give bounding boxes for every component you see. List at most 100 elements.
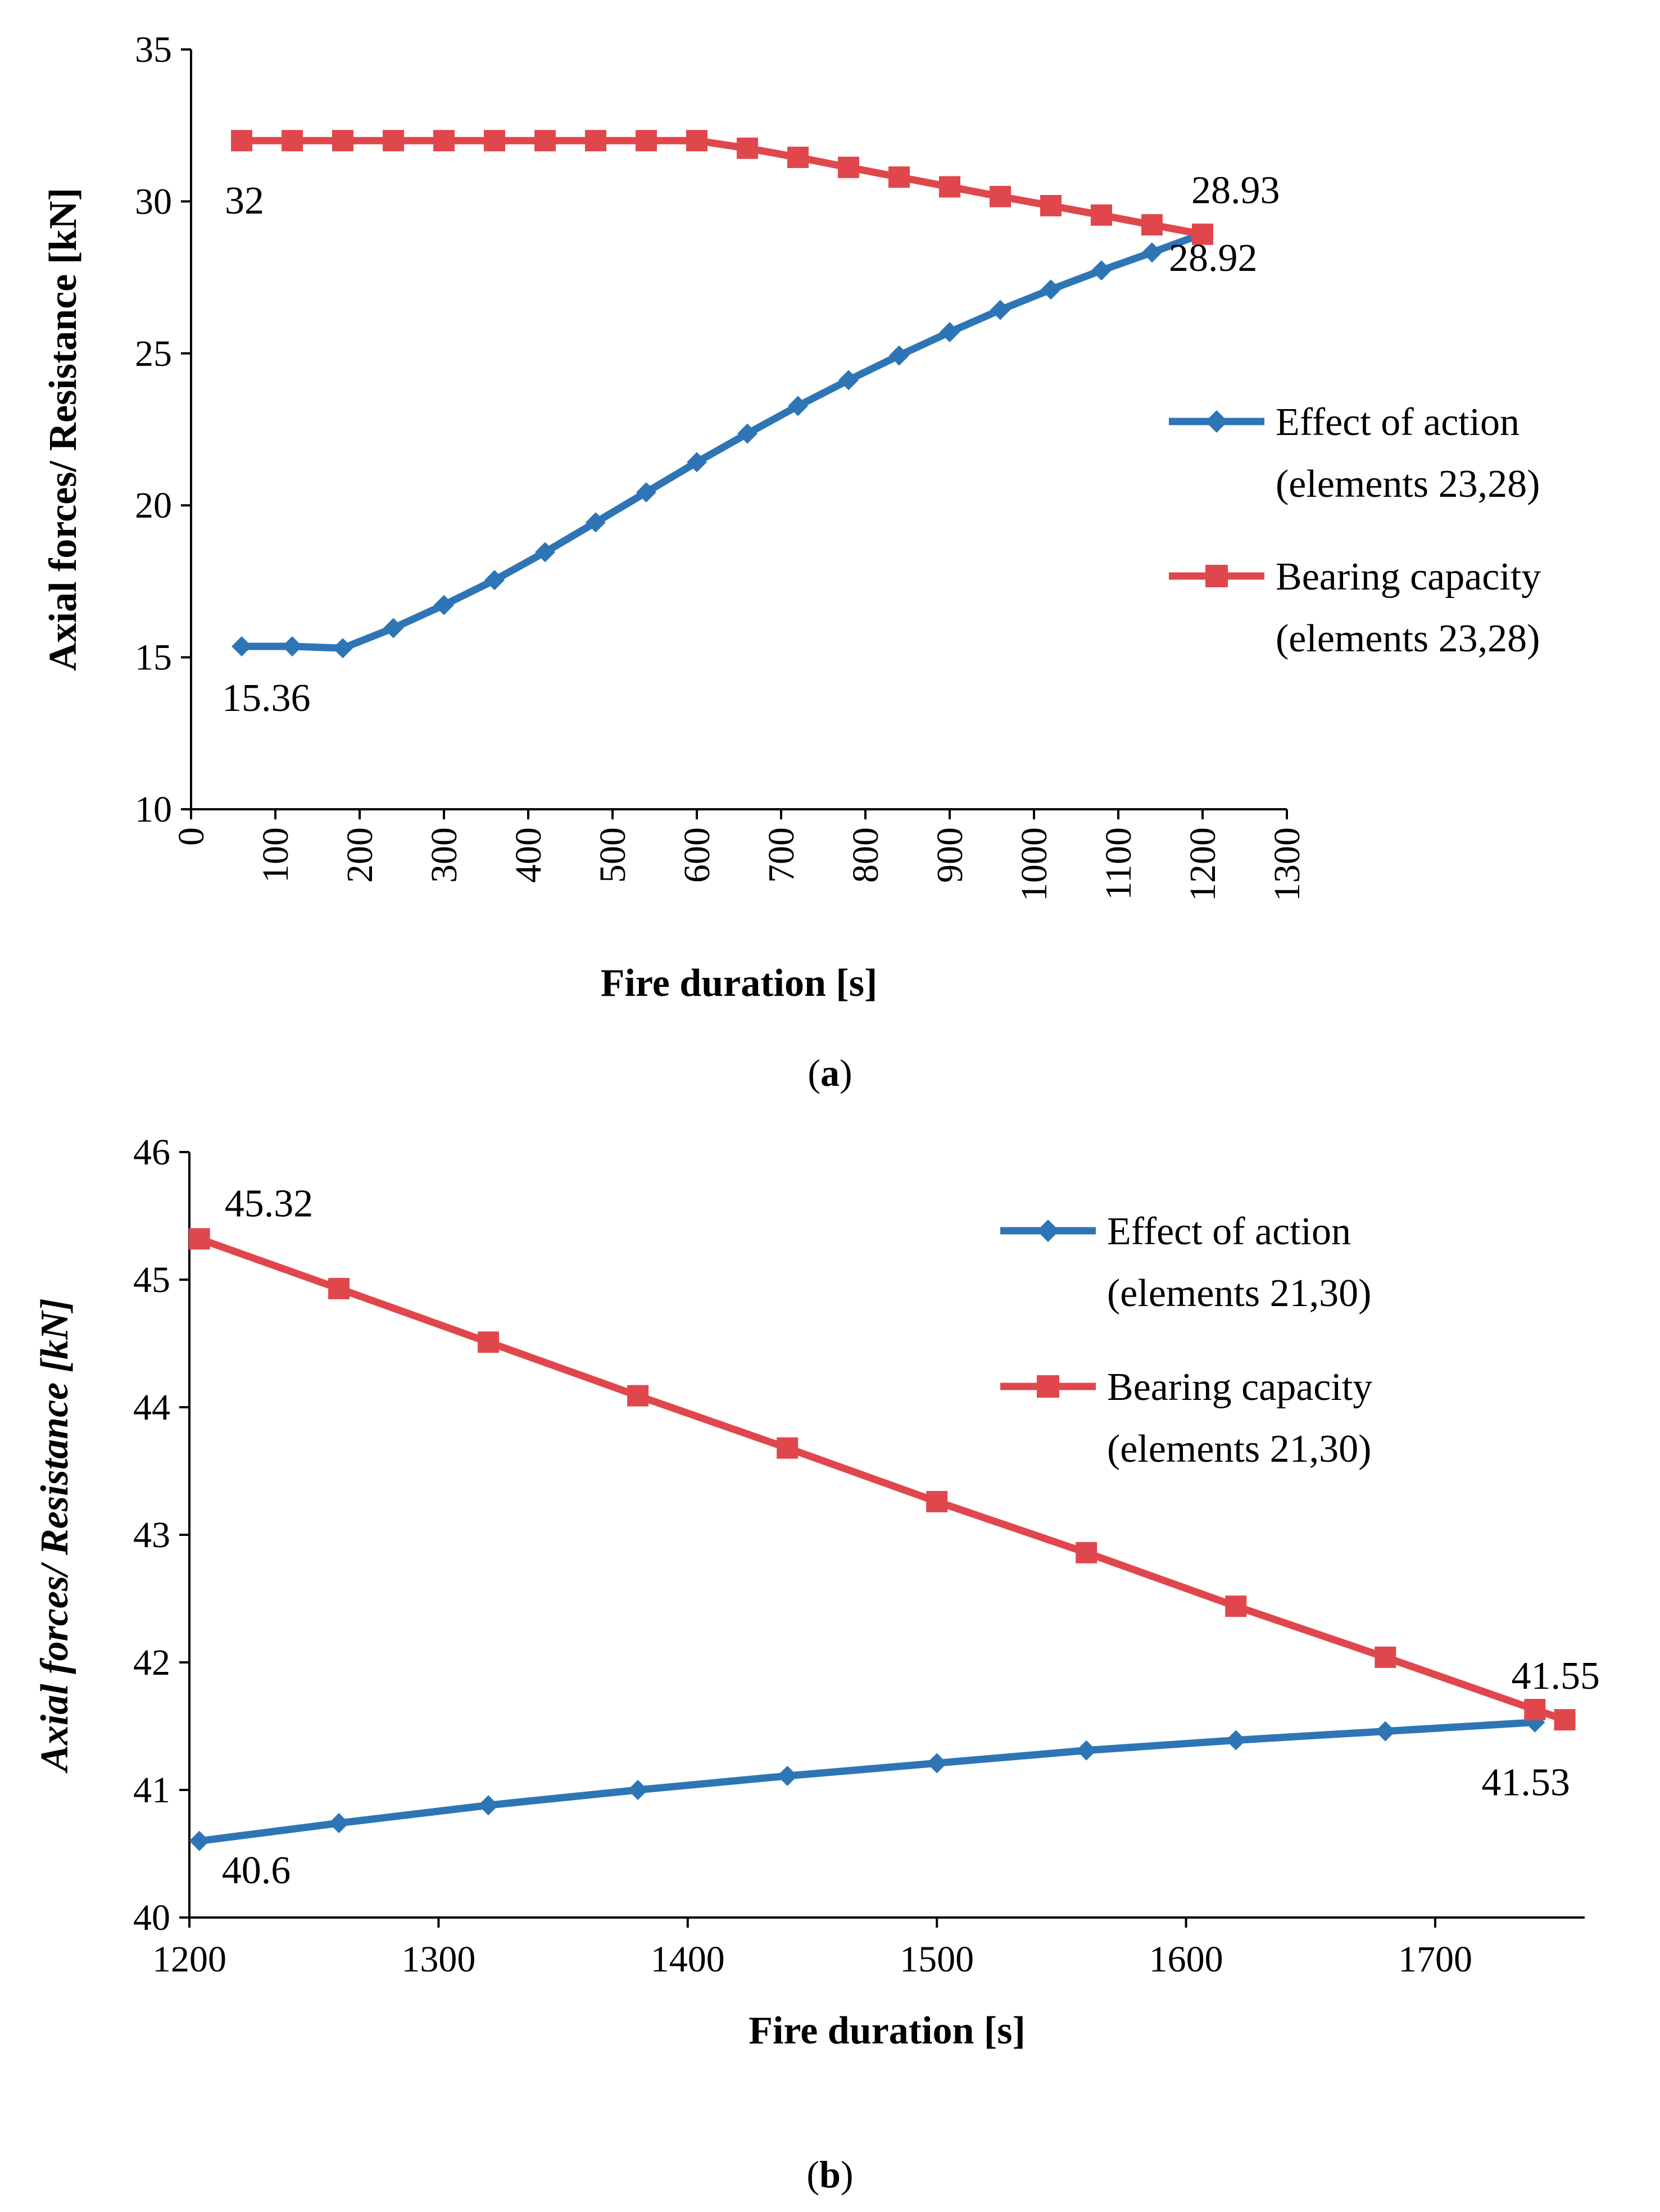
y-axis-title: Axial forces/ Resistance [kN] xyxy=(42,188,85,671)
legend-label: Effect of action xyxy=(1276,401,1520,444)
y-tick-label: 25 xyxy=(135,333,172,374)
data-point-diamond xyxy=(535,542,555,563)
data-point-diamond xyxy=(232,636,252,657)
data-label: 41.55 xyxy=(1512,1655,1600,1698)
data-point-square xyxy=(926,1490,948,1512)
legend-label: (elements 23,28) xyxy=(1276,463,1540,506)
x-tick-label: 1500 xyxy=(900,1939,974,1980)
y-tick-label: 42 xyxy=(133,1642,170,1683)
y-tick-label: 20 xyxy=(135,485,172,526)
y-tick-label: 30 xyxy=(135,181,172,222)
x-tick-label: 500 xyxy=(592,827,633,883)
data-point-square xyxy=(838,156,859,178)
x-tick-label: 600 xyxy=(677,827,718,883)
series-line-bearing-capacity xyxy=(238,137,1207,238)
data-point-diamond xyxy=(329,1813,350,1834)
x-tick-label: 1700 xyxy=(1398,1939,1472,1980)
data-point-diamond xyxy=(838,370,859,391)
data-point-diamond xyxy=(189,1830,210,1851)
data-label: 45.32 xyxy=(225,1182,314,1225)
data-point-square xyxy=(1524,1698,1546,1720)
data-point-diamond xyxy=(1142,242,1162,263)
panel-b-caption-close: ) xyxy=(840,2153,854,2196)
y-axis-title: Axial forces/ Resistance [kN] xyxy=(33,1298,76,1774)
data-point-square xyxy=(534,130,556,152)
y-tick-label: 35 xyxy=(135,29,172,70)
x-tick-label: 1300 xyxy=(401,1939,475,1980)
legend-label: (elements 21,30) xyxy=(1107,1427,1371,1471)
legend-marker-diamond xyxy=(1205,410,1228,433)
data-point-diamond xyxy=(687,452,707,473)
panel-a-caption-letter: a xyxy=(820,1051,840,1094)
y-tick-label: 44 xyxy=(133,1387,170,1428)
data-point-square xyxy=(1141,214,1163,236)
legend-marker-square xyxy=(1037,1375,1059,1398)
data-point-square xyxy=(383,130,404,152)
chart-b: 40 41 42 43 44 45 46 1200 1300 1400 1500 1600 1700 Fi… xyxy=(33,1132,1600,2052)
data-point-square xyxy=(1192,223,1213,245)
data-point-square xyxy=(1554,1709,1576,1731)
data-label: 41.53 xyxy=(1481,1761,1570,1805)
panel-b-caption-open: ( xyxy=(806,2153,820,2196)
data-point-diamond xyxy=(383,618,403,638)
y-tick-label: 40 xyxy=(133,1897,170,1938)
data-point-square xyxy=(1040,194,1062,216)
data-point-square xyxy=(888,166,910,188)
legend-label: (elements 23,28) xyxy=(1276,617,1540,660)
panel-b-caption-letter: b xyxy=(819,2153,841,2196)
x-tick-label: 800 xyxy=(845,827,886,883)
data-point-diamond xyxy=(927,1753,947,1774)
data-point-diamond xyxy=(889,345,909,366)
x-tick-label: 1400 xyxy=(651,1939,725,1980)
panel-a-caption: (a) xyxy=(774,1051,886,1095)
data-point-square xyxy=(777,1437,799,1459)
data-label: 28.93 xyxy=(1191,169,1280,212)
data-point-diamond xyxy=(940,321,960,342)
data-point-square xyxy=(188,1228,210,1250)
x-tick-label: 1200 xyxy=(152,1939,226,1980)
data-point-diamond xyxy=(434,595,454,615)
x-tick-label: 1100 xyxy=(1098,827,1139,900)
series-line-effect-of-action xyxy=(196,1719,1539,1845)
data-label: 28.92 xyxy=(1169,237,1258,280)
y-tick-label: 15 xyxy=(135,637,172,678)
x-tick-label: 1000 xyxy=(1014,827,1055,901)
y-tick-label: 41 xyxy=(133,1770,170,1811)
x-axis-title: Fire duration [s] xyxy=(749,2009,1026,2052)
data-point-square xyxy=(737,137,758,159)
data-point-diamond xyxy=(282,636,302,657)
data-point-square xyxy=(231,130,252,152)
data-point-diamond xyxy=(484,570,505,591)
data-label: 15.36 xyxy=(222,677,311,720)
y-tick-label: 10 xyxy=(135,789,172,830)
data-point-diamond xyxy=(478,1795,499,1816)
data-point-square xyxy=(1375,1646,1396,1668)
legend-label: (elements 21,30) xyxy=(1107,1272,1371,1315)
data-label: 32 xyxy=(225,179,264,223)
data-point-square xyxy=(627,1385,649,1407)
data-point-square xyxy=(484,130,505,152)
data-point-square xyxy=(990,185,1011,207)
data-point-diamond xyxy=(1076,1740,1097,1761)
data-point-diamond xyxy=(333,638,353,659)
data-point-square xyxy=(1091,204,1112,226)
panel-b-caption: (b) xyxy=(774,2152,886,2197)
data-point-square xyxy=(787,146,809,168)
data-label: 40.6 xyxy=(222,1849,291,1892)
data-point-diamond xyxy=(990,300,1010,320)
data-point-square xyxy=(585,130,606,152)
data-point-square xyxy=(686,130,707,152)
x-tick-label: 1200 xyxy=(1182,827,1223,901)
panel-a-caption-close: ) xyxy=(840,1051,852,1094)
data-point-diamond xyxy=(1226,1730,1246,1751)
y-tick-label: 43 xyxy=(133,1515,170,1556)
data-point-diamond xyxy=(737,423,758,444)
x-tick-label: 400 xyxy=(508,827,549,883)
data-point-square xyxy=(332,130,353,152)
data-point-square xyxy=(939,176,960,198)
x-tick-label: 700 xyxy=(761,827,802,883)
data-point-diamond xyxy=(788,396,808,416)
x-tick-label: 200 xyxy=(339,827,380,883)
x-tick-label: 900 xyxy=(929,827,970,883)
